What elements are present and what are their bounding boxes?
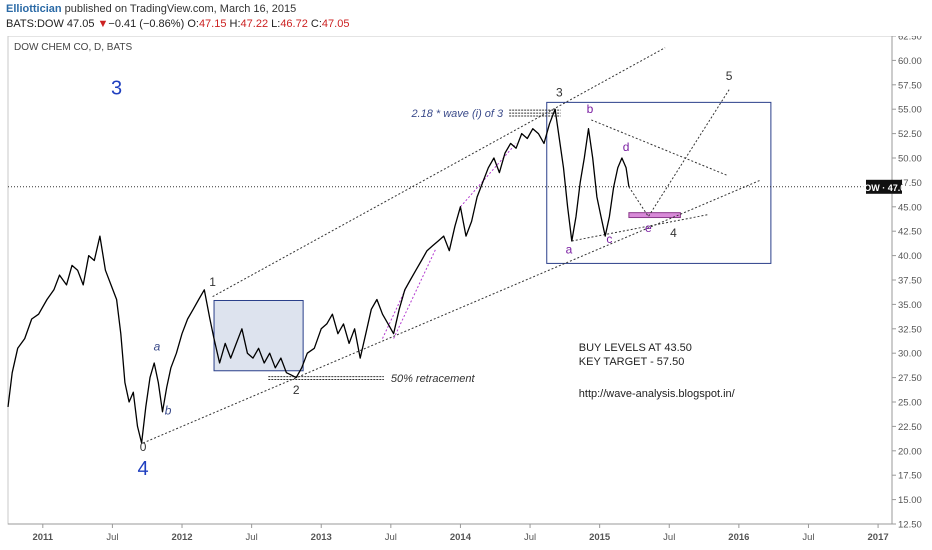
y-tick-label: 37.50	[898, 276, 922, 287]
wave-line	[393, 249, 436, 339]
y-tick-label: 52.50	[898, 129, 922, 140]
x-tick-label: Jul	[106, 532, 118, 543]
close-value: 47.05	[321, 18, 350, 30]
change-text: −0.41 (−0.86%)	[108, 18, 185, 30]
triangle-upper-line	[591, 119, 728, 177]
wave-label: 3	[111, 78, 122, 100]
low-label: L:	[271, 18, 281, 30]
wave-label: a	[154, 339, 161, 353]
triangle-box	[546, 101, 772, 264]
high-value: 47.22	[240, 18, 269, 30]
retracement-note: 50% retracement	[391, 373, 476, 385]
chart-header: Elliottician published on TradingView.co…	[0, 0, 932, 36]
y-tick-label: 40.00	[898, 251, 922, 262]
wave-label: 1	[209, 275, 216, 289]
x-tick-label: 2011	[32, 532, 53, 543]
wave-label: 4	[670, 226, 677, 240]
y-tick-label: 30.00	[898, 349, 922, 360]
published-text: published on TradingView.com, March 16, …	[61, 3, 297, 15]
projection-path	[628, 89, 730, 218]
buy-zone	[628, 212, 681, 219]
wave-label: b	[587, 102, 594, 116]
x-tick-label: Jul	[385, 532, 397, 543]
y-tick-label: 25.00	[898, 398, 922, 409]
wave-label: 0	[140, 440, 147, 454]
open-value: 47.15	[198, 18, 227, 30]
x-tick-label: Jul	[524, 532, 536, 543]
triangle-lower-line	[571, 214, 709, 242]
publish-line: Elliottician published on TradingView.co…	[6, 3, 296, 15]
y-tick-label: 22.50	[898, 422, 922, 433]
wave-line	[460, 143, 517, 208]
key-target-note: KEY TARGET - 57.50	[579, 356, 685, 368]
wave-label: d	[623, 140, 630, 154]
y-tick-label: 57.50	[898, 80, 922, 91]
blog-link: http://wave-analysis.blogspot.in/	[579, 388, 736, 400]
price-series	[7, 108, 630, 444]
y-tick-label: 45.00	[898, 202, 922, 213]
author-link[interactable]: Elliottician	[6, 3, 62, 15]
wave-label: 3	[556, 86, 563, 100]
y-tick-label: 27.50	[898, 373, 922, 384]
low-value: 46.72	[280, 18, 308, 30]
y-tick-label: 50.00	[898, 154, 922, 165]
x-tick-label: Jul	[663, 532, 675, 543]
last-price-label: DOW · 47.05	[858, 183, 911, 193]
y-tick-label: 55.00	[898, 105, 922, 116]
last-price: 47.05	[66, 18, 95, 30]
x-tick-label: 2014	[450, 532, 472, 543]
y-tick-label: 12.50	[898, 520, 922, 531]
wave-label: 4	[137, 458, 148, 480]
y-tick-label: 62.50	[898, 36, 922, 43]
price-chart[interactable]: 12.50 15.00 17.50 20.00 22.50 25.00 27.50 30.00…	[0, 36, 932, 550]
y-tick-label: 35.00	[898, 300, 922, 311]
last-price-badge	[866, 179, 902, 194]
close-label: C:	[310, 18, 322, 30]
y-tick-label: 15.00	[898, 495, 922, 506]
change-arrow-icon: ▼	[97, 18, 109, 30]
channel-upper-line	[212, 47, 666, 298]
x-tick-label: Jul	[802, 532, 814, 543]
x-tick-label: 2017	[868, 532, 889, 543]
x-tick-label: Jul	[246, 532, 258, 543]
wave-note: 2.18 * wave (i) of 3	[410, 108, 504, 120]
y-tick-label: 47.50	[898, 178, 922, 189]
wave-label: c	[606, 232, 612, 246]
x-tick-label: 2016	[728, 532, 749, 543]
wave-label: a	[566, 243, 573, 257]
y-tick-label: 60.00	[898, 56, 922, 67]
high-label: H:	[229, 18, 241, 30]
wave-label: e	[645, 221, 652, 235]
y-tick-label: 42.50	[898, 227, 922, 238]
wave-label: 5	[726, 69, 733, 83]
y-tick-label: 32.50	[898, 324, 922, 335]
buy-levels-note: BUY LEVELS AT 43.50	[579, 342, 692, 354]
x-tick-label: 2012	[171, 532, 192, 543]
x-tick-label: 2015	[589, 532, 611, 543]
wave-label: 2	[293, 383, 300, 397]
open-label: O:	[187, 18, 199, 30]
x-tick-label: 2013	[311, 532, 332, 543]
quote-line: BATS:DOW 47.05 ▼−0.41 (−0.86%) O:47.15 H…	[6, 18, 349, 30]
y-tick-label: 20.00	[898, 446, 922, 457]
wave-label: b	[165, 404, 172, 418]
y-tick-label: 17.50	[898, 471, 922, 482]
consolidation-box	[213, 299, 304, 372]
symbol-text: BATS:DOW	[6, 18, 64, 30]
chart-title: DOW CHEM CO, D, BATS	[14, 42, 132, 53]
